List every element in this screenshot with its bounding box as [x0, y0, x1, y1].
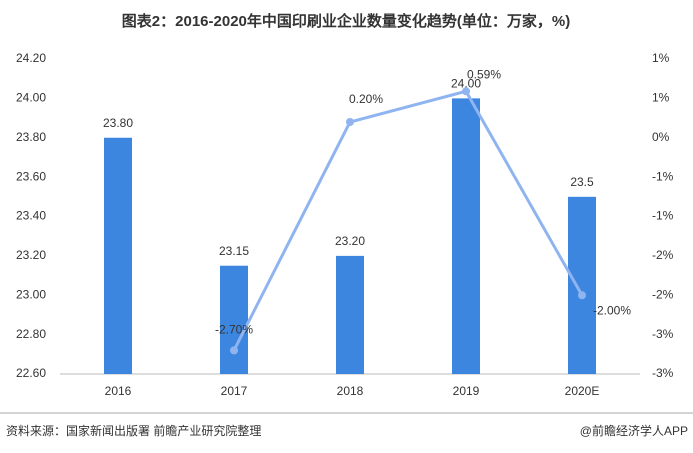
bar	[452, 98, 480, 374]
line-value-label: -2.00%	[593, 303, 631, 317]
y2-tick-label: 0%	[652, 130, 670, 144]
x-tick-label: 2019	[453, 384, 480, 398]
y-tick-label: 23.20	[16, 248, 46, 262]
bar	[104, 137, 132, 374]
line	[232, 89, 584, 352]
line-value-label: 0.20%	[349, 92, 383, 106]
y2-tick-label: -3%	[652, 366, 674, 380]
credit: @前瞻经济学人APP	[580, 423, 688, 438]
line-value-label: 0.59%	[467, 67, 501, 81]
y-tick-label: 23.80	[16, 130, 46, 144]
bar-value-label: 23.5	[570, 175, 594, 189]
y2-tick-label: 1%	[652, 91, 670, 105]
line-value-label: -2.70%	[215, 323, 253, 337]
y-tick-label: 24.20	[16, 51, 46, 65]
chart-title: 图表2：2016-2020年中国印刷业企业数量变化趋势(单位：万家，%)	[122, 12, 570, 30]
bar-value-label: 24.00	[451, 77, 481, 91]
y-tick-label: 23.40	[16, 209, 46, 223]
y2-tick-label: -1%	[652, 209, 674, 223]
bar-value-label: 23.20	[335, 234, 365, 248]
y2-tick-label: -2%	[652, 287, 674, 301]
bar	[336, 255, 364, 374]
x-tick-label: 2017	[221, 384, 248, 398]
y-tick-label: 24.00	[16, 91, 46, 105]
x-tick-label: 2018	[337, 384, 364, 398]
y-tick-label: 23.00	[16, 287, 46, 301]
x-tick-label: 2016	[105, 384, 132, 398]
line-point	[462, 87, 470, 96]
line-point	[346, 118, 354, 126]
y-tick-label: 22.80	[16, 327, 46, 341]
y2-tick-label: -1%	[652, 169, 674, 183]
line-point	[578, 291, 586, 300]
bar	[568, 196, 596, 374]
line-point	[230, 346, 238, 355]
y-tick-label: 23.60	[16, 169, 46, 183]
bar-value-label: 23.80	[103, 116, 133, 130]
y2-tick-label: -2%	[652, 248, 674, 262]
y-tick-label: 22.60	[16, 366, 46, 380]
bar-value-label: 23.15	[219, 244, 249, 258]
y2-tick-label: 1%	[652, 51, 670, 65]
bar	[220, 265, 248, 374]
source: 资料来源：国家新闻出版署 前瞻产业研究院整理	[6, 423, 261, 438]
y2-tick-label: -3%	[652, 327, 674, 341]
x-tick-label: 2020E	[565, 384, 600, 398]
